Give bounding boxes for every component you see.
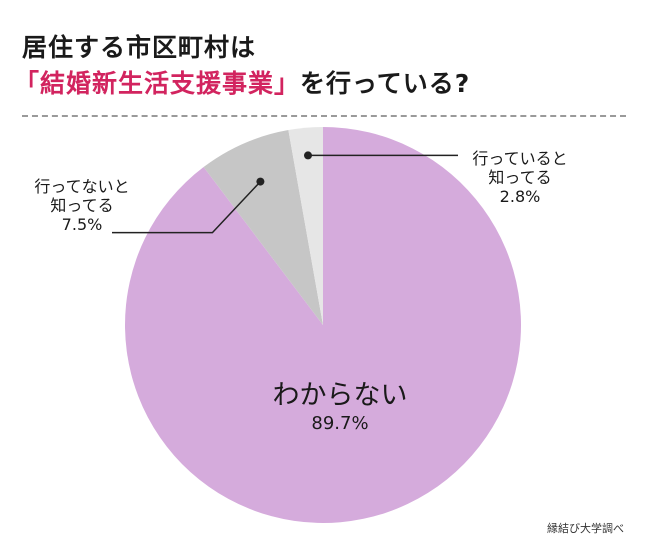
- title-divider: [22, 115, 626, 117]
- slice-value-unknown: 89.7%: [311, 413, 369, 434]
- slice-category-doing-line2: 知ってる: [488, 168, 552, 187]
- slice-category-not-doing-line2: 知ってる: [50, 196, 114, 215]
- chart-title-line2: 「結婚新生活支援事業」を行っている?: [14, 64, 470, 100]
- pie-slice-unknown: [125, 127, 522, 523]
- leader-line-not-doing: [112, 181, 261, 234]
- pie-slice-not-doing: [203, 130, 323, 325]
- chart-title-line1: 居住する市区町村は: [22, 33, 257, 62]
- chart-title-highlight: 「結婚新生活支援事業」: [14, 69, 301, 98]
- slice-label-unknown: わからない 89.7%: [265, 380, 415, 436]
- slice-label-doing: 行っていると 知ってる 2.8%: [462, 149, 578, 206]
- slice-category-doing-line1: 行っていると: [472, 149, 568, 168]
- slice-category-not-doing-line1: 行ってないと: [34, 177, 130, 196]
- leader-line-doing-dot: [304, 151, 312, 160]
- chart-title-rest: を行っている?: [300, 69, 471, 98]
- source-note: 縁結び大学調べ: [547, 522, 624, 535]
- leader-lines: [112, 151, 458, 234]
- slice-value-doing: 2.8%: [499, 187, 541, 206]
- slice-category-unknown: わからない: [272, 380, 408, 411]
- leader-line-not-doing-dot: [256, 177, 265, 186]
- pie-slices: [125, 127, 522, 523]
- slice-label-not-doing: 行ってないと 知ってる 7.5%: [24, 177, 140, 234]
- slice-value-not-doing: 7.5%: [61, 215, 103, 234]
- pie-slice-doing: [288, 127, 323, 325]
